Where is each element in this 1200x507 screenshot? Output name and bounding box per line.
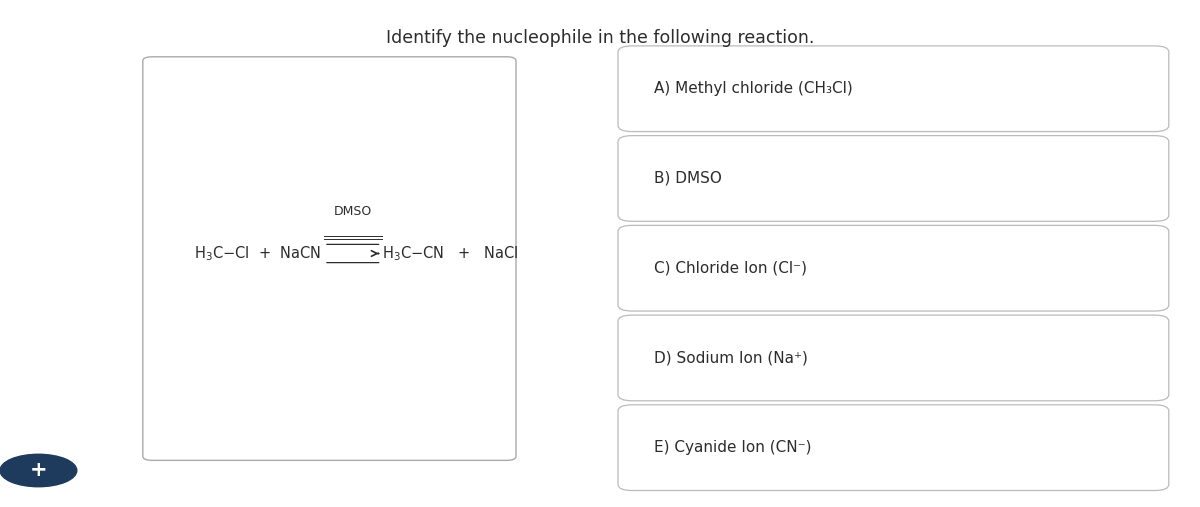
FancyBboxPatch shape [618, 136, 1169, 221]
Circle shape [0, 454, 77, 487]
FancyBboxPatch shape [618, 405, 1169, 491]
FancyBboxPatch shape [618, 225, 1169, 311]
Text: H$_3$C$-$Cl  +  NaCN: H$_3$C$-$Cl + NaCN [194, 244, 322, 263]
Text: C) Chloride Ion (Cl⁻): C) Chloride Ion (Cl⁻) [654, 261, 808, 276]
Text: DMSO: DMSO [334, 205, 372, 218]
Text: A) Methyl chloride (CH₃Cl): A) Methyl chloride (CH₃Cl) [654, 81, 853, 96]
FancyBboxPatch shape [618, 315, 1169, 401]
Text: +: + [30, 460, 47, 481]
FancyBboxPatch shape [143, 57, 516, 460]
Text: D) Sodium Ion (Na⁺): D) Sodium Ion (Na⁺) [654, 350, 808, 366]
Text: E) Cyanide Ion (CN⁻): E) Cyanide Ion (CN⁻) [654, 440, 811, 455]
Text: Identify the nucleophile in the following reaction.: Identify the nucleophile in the followin… [386, 29, 814, 47]
Text: H$_3$C$-$CN   +   NaCl: H$_3$C$-$CN + NaCl [382, 244, 518, 263]
FancyBboxPatch shape [618, 46, 1169, 131]
Text: B) DMSO: B) DMSO [654, 171, 722, 186]
